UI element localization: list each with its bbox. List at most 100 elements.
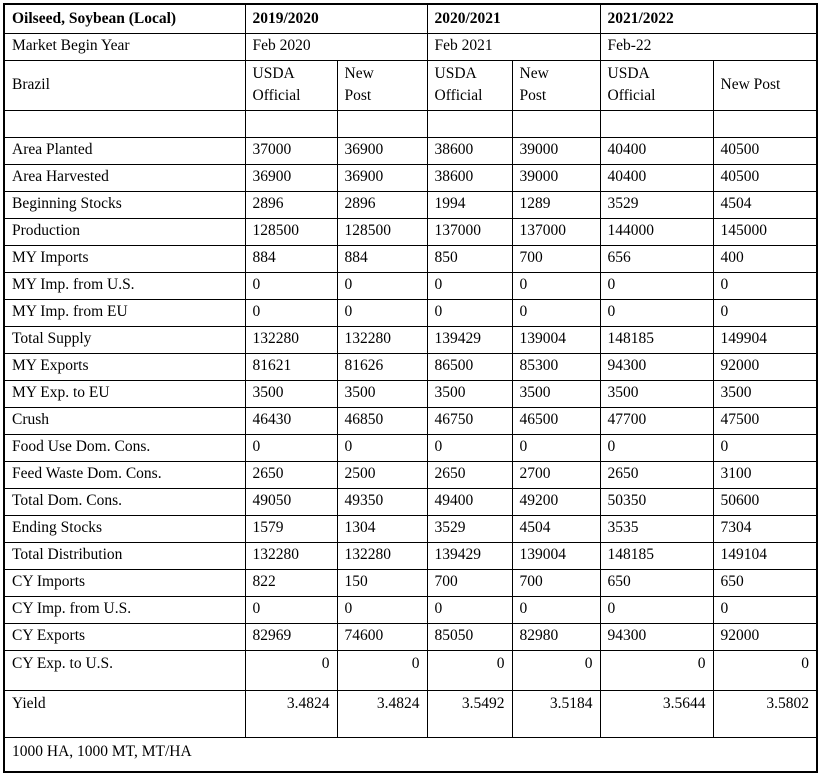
cell-value: 94300 bbox=[599, 352, 714, 381]
table-row: Total Dom. Cons. 49050 49350 49400 49200 5035… bbox=[3, 487, 818, 516]
cell-value: 0 bbox=[712, 298, 818, 327]
row-label: CY Exp. to U.S. bbox=[3, 649, 246, 691]
cell-value: 144000 bbox=[599, 217, 714, 246]
cell-value: 150 bbox=[336, 568, 428, 597]
cell-value: 81621 bbox=[244, 352, 338, 381]
cell-value: 0 bbox=[426, 298, 513, 327]
cell-value: 0 bbox=[426, 595, 513, 624]
data-rows: Area Planted 37000 36900 38600 39000 40400 405… bbox=[3, 136, 818, 651]
sub-header-text: New Post bbox=[720, 75, 781, 93]
cell-value: 36900 bbox=[244, 163, 338, 192]
cell-value: 0 bbox=[244, 298, 338, 327]
row-label: Total Distribution bbox=[3, 541, 246, 570]
cell-value: 0 bbox=[244, 649, 338, 691]
table-row: MY Imports 884 884 850 700 656 400 bbox=[3, 244, 818, 273]
cell-value: 49050 bbox=[244, 487, 338, 516]
row-label: MY Imp. from U.S. bbox=[3, 271, 246, 300]
row-label: CY Exports bbox=[3, 622, 246, 651]
cell-value: 400 bbox=[712, 244, 818, 273]
cell-value: 0 bbox=[426, 433, 513, 462]
sub-header-text: New Post bbox=[519, 64, 549, 104]
cell-value: 139429 bbox=[426, 325, 513, 354]
cell-value: 850 bbox=[426, 244, 513, 273]
cell-value: 128500 bbox=[336, 217, 428, 246]
cell-value: 3500 bbox=[599, 379, 714, 408]
year-header: 2021/2022 bbox=[599, 3, 818, 34]
cell-value: 700 bbox=[511, 568, 601, 597]
table-row: CY Imports 822 150 700 700 650 650 bbox=[3, 568, 818, 597]
cell-value: 82980 bbox=[511, 622, 601, 651]
row-label: MY Exp. to EU bbox=[3, 379, 246, 408]
footer-note: 1000 HA, 1000 MT, MT/HA bbox=[3, 736, 818, 773]
sub-header-new-post: New Post bbox=[511, 59, 601, 111]
empty-cell bbox=[244, 109, 338, 138]
cell-value: 3500 bbox=[426, 379, 513, 408]
cell-value: 0 bbox=[244, 433, 338, 462]
cell-value: 145000 bbox=[712, 217, 818, 246]
cell-value: 0 bbox=[244, 271, 338, 300]
cell-value: 137000 bbox=[426, 217, 513, 246]
cell-value: 7304 bbox=[712, 514, 818, 543]
report-table: Oilseed, Soybean (Local) 2019/2020 2020/… bbox=[3, 3, 818, 773]
cell-value: 49200 bbox=[511, 487, 601, 516]
cell-value: 0 bbox=[244, 595, 338, 624]
cell-value: 3.5492 bbox=[426, 689, 513, 738]
cell-value: 0 bbox=[511, 433, 601, 462]
cell-value: 4504 bbox=[511, 514, 601, 543]
cell-value: 38600 bbox=[426, 163, 513, 192]
table-row: Ending Stocks 1579 1304 3529 4504 3535 7304 bbox=[3, 514, 818, 543]
row-label: MY Imp. from EU bbox=[3, 298, 246, 327]
cell-value: 0 bbox=[511, 298, 601, 327]
cell-value: 46750 bbox=[426, 406, 513, 435]
cell-value: 92000 bbox=[712, 622, 818, 651]
cell-value: 656 bbox=[599, 244, 714, 273]
sub-header-text: USDA Official bbox=[434, 64, 483, 104]
special-rows: CY Exp. to U.S. 0 0 0 0 0 0 Yield 3.4824… bbox=[3, 649, 818, 773]
cell-value: 85300 bbox=[511, 352, 601, 381]
cell-value: 128500 bbox=[244, 217, 338, 246]
cell-value: 86500 bbox=[426, 352, 513, 381]
cell-value: 3100 bbox=[712, 460, 818, 489]
table-row: Feed Waste Dom. Cons. 2650 2500 2650 2700 265… bbox=[3, 460, 818, 489]
cell-value: 40500 bbox=[712, 136, 818, 165]
spacer-row bbox=[3, 109, 818, 138]
sub-header-usda-official: USDA Official bbox=[599, 59, 714, 111]
cell-value: 46430 bbox=[244, 406, 338, 435]
market-begin-value: Feb 2020 bbox=[244, 32, 428, 61]
cell-value: 82969 bbox=[244, 622, 338, 651]
cell-value: 37000 bbox=[244, 136, 338, 165]
cell-value: 3500 bbox=[336, 379, 428, 408]
row-label: Food Use Dom. Cons. bbox=[3, 433, 246, 462]
cell-value: 3.5644 bbox=[599, 689, 714, 738]
table-row: Total Distribution 132280 132280 139429 1390… bbox=[3, 541, 818, 570]
cell-value: 3500 bbox=[511, 379, 601, 408]
year-header: 2020/2021 bbox=[426, 3, 601, 34]
cell-value: 3500 bbox=[244, 379, 338, 408]
cell-value: 0 bbox=[511, 271, 601, 300]
table-row: MY Imp. from U.S. 0 0 0 0 0 0 bbox=[3, 271, 818, 300]
cell-value: 46850 bbox=[336, 406, 428, 435]
market-begin-label: Market Begin Year bbox=[3, 32, 246, 61]
cell-value: 884 bbox=[244, 244, 338, 273]
year-header: 2019/2020 bbox=[244, 3, 428, 34]
cell-value: 137000 bbox=[511, 217, 601, 246]
footer-row: 1000 HA, 1000 MT, MT/HA bbox=[3, 736, 818, 773]
sub-header-new-post: New Post bbox=[336, 59, 428, 111]
cell-value: 822 bbox=[244, 568, 338, 597]
cell-value: 2896 bbox=[244, 190, 338, 219]
row-label: Total Dom. Cons. bbox=[3, 487, 246, 516]
cell-value: 139429 bbox=[426, 541, 513, 570]
cell-value: 2650 bbox=[599, 460, 714, 489]
cell-value: 148185 bbox=[599, 541, 714, 570]
table-row: CY Exports 82969 74600 85050 82980 94300 92000 bbox=[3, 622, 818, 651]
sub-header-text: USDA Official bbox=[252, 64, 301, 104]
cell-value: 3.4824 bbox=[336, 689, 428, 738]
cell-value: 1289 bbox=[511, 190, 601, 219]
cell-value: 46500 bbox=[511, 406, 601, 435]
row-label: MY Exports bbox=[3, 352, 246, 381]
row-label: Area Planted bbox=[3, 136, 246, 165]
cell-value: 92000 bbox=[712, 352, 818, 381]
row-label: MY Imports bbox=[3, 244, 246, 273]
cell-value: 0 bbox=[599, 649, 714, 691]
cell-value: 2896 bbox=[336, 190, 428, 219]
